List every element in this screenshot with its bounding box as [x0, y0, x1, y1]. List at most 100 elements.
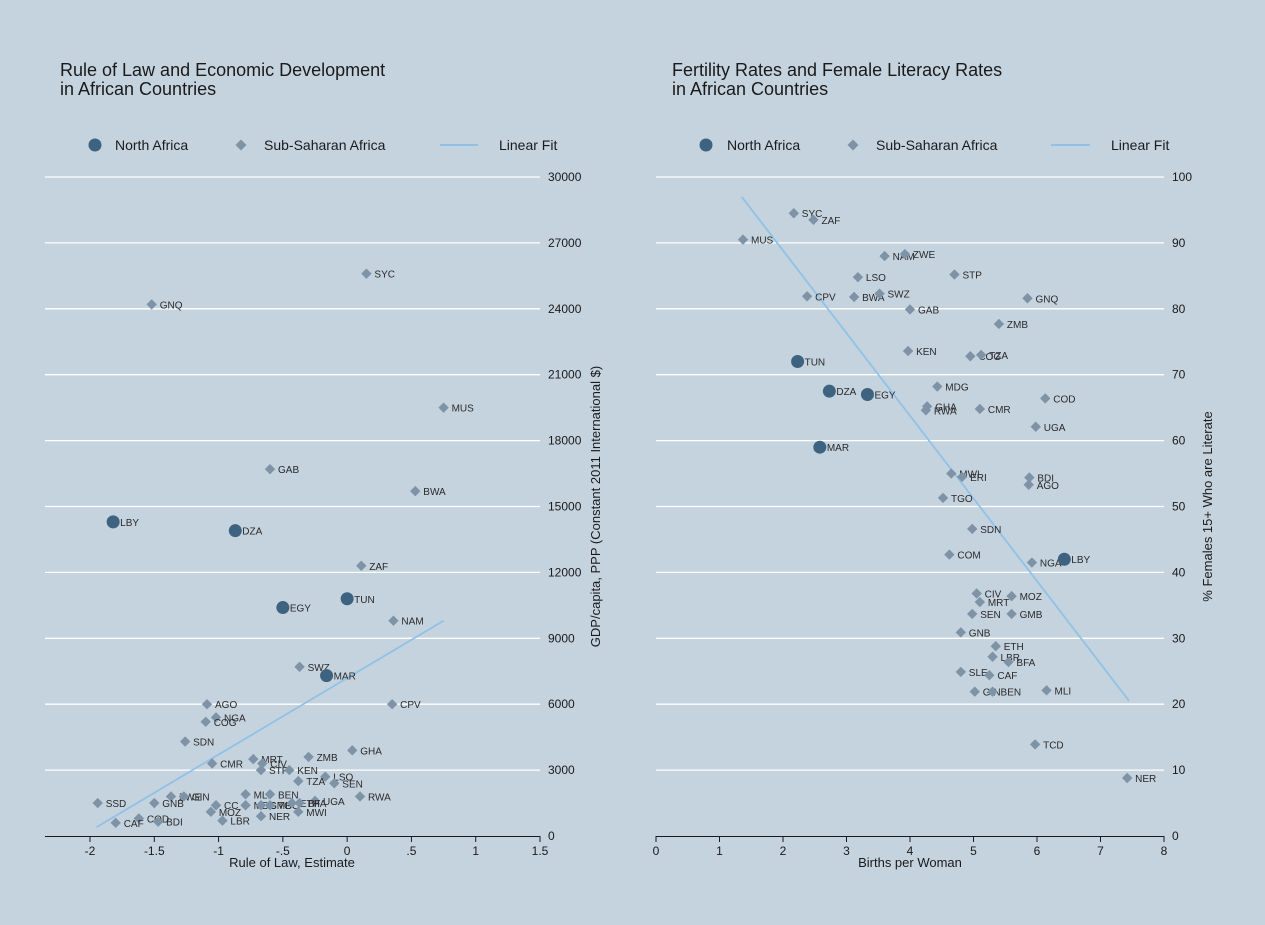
point-label-dza: DZA: [242, 527, 262, 538]
sub-saharan-point-gnq: [1022, 293, 1033, 304]
sub-saharan-point-gha: [921, 401, 933, 412]
point-label-sdn: SDN: [980, 525, 1001, 536]
y-tick-label-3000: 3000: [548, 763, 575, 777]
point-label-zwe: ZWE: [913, 250, 936, 261]
point-label-stp: STP: [269, 766, 289, 777]
sub-saharan-point-cc: [210, 800, 222, 811]
point-label-gab: GAB: [278, 465, 299, 476]
y-tick-label-6000: 6000: [548, 697, 575, 711]
point-label-ago: AGO: [215, 700, 237, 711]
point-label-mwi: MWI: [959, 470, 980, 481]
point-label-tun: TUN: [354, 595, 375, 606]
x-tick-label-5: -.5: [276, 844, 290, 858]
sub-saharan-point-eri: [956, 471, 968, 483]
point-label-cpv: CPV: [815, 292, 836, 303]
point-label-ssd: SSD: [106, 799, 127, 810]
sub-saharan-point-bfa: [294, 797, 305, 809]
sub-saharan-point-ken: [284, 764, 295, 776]
point-label-swz: SWZ: [888, 290, 910, 301]
sub-saharan-point-zaf: [808, 214, 819, 226]
point-label-gab: GAB: [918, 305, 939, 316]
point-label-zmb: ZMB: [317, 753, 338, 764]
sub-saharan-point-tcd: [1029, 739, 1041, 750]
legend: North Africa Sub-Saharan Africa Linear Fit: [88, 137, 557, 153]
x-axis-label: Births per Woman: [858, 855, 962, 870]
x-tick-label-0: 0: [344, 844, 351, 858]
sub-saharan-point-ken: [902, 345, 914, 357]
sub-saharan-point-gmb: [255, 800, 267, 811]
sub-saharan-point-mdg: [932, 381, 943, 392]
point-label-ben: BEN: [278, 790, 299, 801]
sub-saharan-point-gab: [904, 304, 916, 315]
point-label-tgo: TGO: [951, 494, 973, 505]
x-tick-label-2: 2: [780, 844, 787, 858]
x-tick-label-5: 5: [970, 844, 977, 858]
legend: North Africa Sub-Saharan Africa Linear Fit: [699, 137, 1169, 153]
sub-saharan-point-gnb: [955, 627, 966, 638]
point-label-lby: LBY: [120, 518, 139, 529]
point-label-bdi: BDI: [1037, 474, 1054, 485]
sub-saharan-point-ago: [1023, 479, 1034, 490]
chart-title-line-1: Fertility Rates and Female Literacy Rate…: [672, 60, 1002, 80]
sub-saharan-point-nam: [879, 250, 890, 262]
x-tick-label-1-5: -1.5: [144, 844, 165, 858]
point-label-tcd: TCD: [1043, 740, 1064, 751]
point-label-lby: LBY: [1071, 555, 1090, 566]
y-tick-label-18000: 18000: [548, 434, 582, 448]
point-label-zaf: ZAF: [821, 216, 840, 227]
sub-saharan-point-ner: [1121, 772, 1133, 784]
point-label-bwa: BWA: [423, 487, 446, 498]
north-africa-point-tun: [791, 355, 805, 369]
point-label-mus: MUS: [751, 236, 774, 247]
point-label-moz: MOZ: [1020, 592, 1042, 603]
sub-saharan-point-syc: [788, 208, 799, 219]
sub-saharan-point-ssd: [92, 797, 103, 809]
sub-saharan-point-mwi: [293, 806, 304, 818]
sub-saharan-point-mli: [1041, 685, 1052, 696]
y-tick-label-90: 90: [1172, 236, 1186, 250]
sub-saharan-point-sen: [967, 608, 978, 620]
point-label-caf: CAF: [997, 671, 1017, 682]
point-label-mrt: MRT: [988, 598, 1009, 609]
sub-saharan-point-rwa: [920, 405, 932, 416]
point-label-syc: SYC: [374, 270, 395, 281]
point-label-gnb: GNB: [162, 799, 184, 810]
point-label-gnq: GNQ: [1035, 294, 1058, 305]
sub-saharan-point-cmr: [974, 403, 986, 415]
y-tick-label-0: 0: [548, 829, 555, 843]
y-tick-label-80: 80: [1172, 302, 1186, 316]
north-africa-point-mar: [813, 440, 827, 454]
y-tick-label-12000: 12000: [548, 565, 582, 579]
sub-saharan-point-mdg: [240, 800, 251, 811]
sub-saharan-point-mwi: [946, 468, 957, 479]
sub-saharan-point-nga: [210, 712, 222, 723]
point-label-cc: CC: [224, 801, 238, 812]
sub-saharan-point-gha: [347, 745, 358, 756]
sub-saharan-point-rwa: [354, 791, 366, 802]
point-label-mli: MLI: [254, 790, 271, 801]
x-axis-label: Rule of Law, Estimate: [229, 855, 355, 870]
x-tick-label-0: 0: [653, 844, 660, 858]
point-label-zmb: ZMB: [1007, 320, 1028, 331]
north-africa-point-tun: [340, 592, 354, 606]
point-label-gha: GHA: [360, 746, 382, 757]
x-tick-label-3: 3: [843, 844, 850, 858]
legend-north-africa-marker: [88, 138, 102, 152]
y-tick-label-0: 0: [1172, 829, 1179, 843]
y-tick-label-70: 70: [1172, 368, 1186, 382]
point-label-lso: LSO: [333, 773, 353, 784]
y-tick-label-21000: 21000: [548, 368, 582, 382]
point-label-bfa: BFA: [308, 799, 327, 810]
point-label-lso: LSO: [866, 273, 886, 284]
point-label-moz: MOZ: [219, 808, 241, 819]
sub-saharan-point-civ: [257, 758, 268, 769]
sub-saharan-point-ner: [255, 811, 267, 822]
x-tick-label-4: 4: [907, 844, 914, 858]
point-label-gmb: GMB: [269, 801, 292, 812]
y-tick-label-40: 40: [1172, 565, 1186, 579]
point-label-lbr: LBR: [230, 817, 249, 828]
sub-saharan-point-nga: [1026, 557, 1038, 568]
linear-fit-line: [741, 196, 1130, 702]
point-label-mli: MLI: [1055, 686, 1072, 697]
